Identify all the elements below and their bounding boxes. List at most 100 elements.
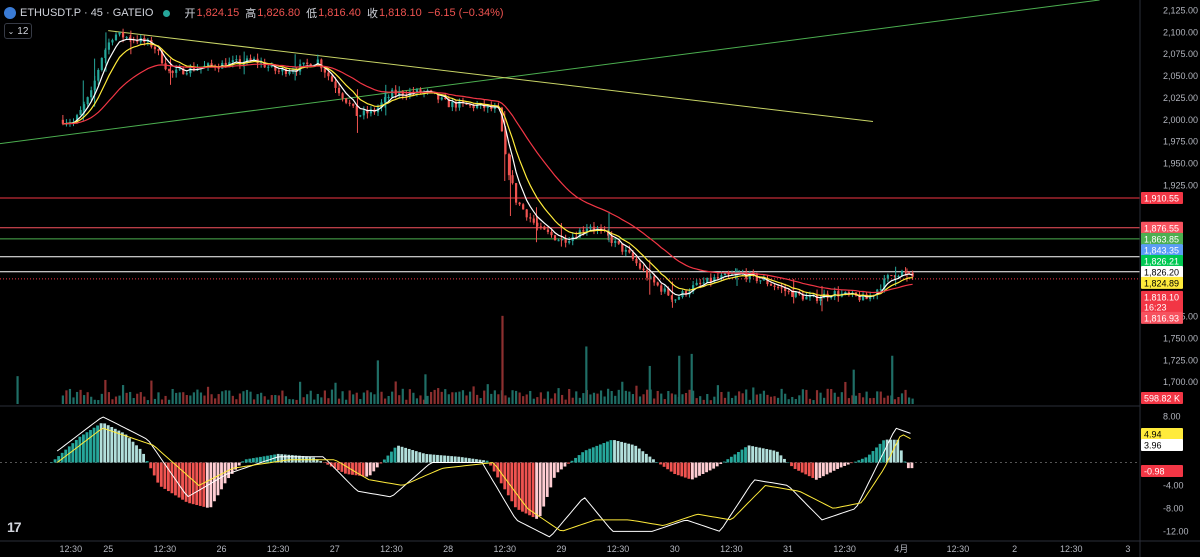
volume-last-tag: 598.82 K: [1144, 394, 1180, 404]
volume-bar: [83, 395, 86, 404]
volume-bar: [458, 391, 461, 404]
macd-tag-bg: [1141, 428, 1183, 440]
macd-histogram-bar: [669, 462, 673, 472]
macd-histogram-bar: [159, 462, 163, 487]
volume-bar: [284, 396, 288, 404]
candle-body: [107, 42, 111, 50]
volume-bar: [798, 395, 801, 404]
volume-bar: [709, 400, 712, 404]
volume-bar: [713, 396, 716, 404]
candle-body: [90, 90, 93, 98]
market-status-icon: [163, 9, 171, 17]
volume-bar: [812, 400, 815, 404]
volume-bar: [550, 398, 553, 404]
volume-bar: [699, 396, 702, 404]
macd-histogram-bar: [889, 439, 893, 463]
macd-histogram-bar: [496, 462, 500, 478]
macd-histogram-bar: [138, 448, 142, 463]
macd-histogram-bar: [471, 458, 475, 463]
macd-histogram-bar: [690, 462, 694, 480]
macd-histogram-bar: [751, 446, 755, 463]
macd-tag: 4.94: [1144, 430, 1162, 440]
macd-histogram-bar: [783, 458, 786, 463]
candle-body: [210, 63, 213, 66]
time-tick-label: 12:30: [947, 544, 970, 554]
time-tick-label: 12:30: [154, 544, 177, 554]
volume-spike-bar: [501, 315, 504, 404]
candle-body: [327, 72, 330, 77]
volume-bar: [260, 392, 263, 404]
volume-bar: [391, 391, 394, 404]
volume-bar: [716, 385, 719, 404]
candle-body: [536, 222, 539, 227]
candle-body: [525, 209, 528, 218]
macd-histogram-bar: [513, 462, 517, 508]
candle-body: [504, 131, 507, 155]
price-tick-label: 1,700.00: [1163, 377, 1198, 387]
symbol-title[interactable]: ETHUSDT.P · 45 · GATEIO: [20, 7, 154, 19]
candle-body: [589, 226, 592, 229]
candle-body: [897, 275, 900, 278]
macd-histogram-bar: [475, 459, 478, 463]
legend-header: ETHUSDT.P · 45 · GATEIO 开 1,824.15 高 1,826…: [4, 5, 504, 21]
trendlines[interactable]: [0, 0, 1100, 145]
candle-body: [861, 294, 865, 301]
volume-bar: [214, 398, 217, 404]
macd-histogram-bar: [92, 427, 96, 463]
time-tick-label: 12:30: [267, 544, 290, 554]
candle-body: [550, 231, 553, 236]
candle-body: [104, 49, 107, 58]
candle-body: [766, 278, 769, 285]
price-scale-tag: 1,826.21: [1144, 257, 1179, 267]
price-scale-tag-bg: [1141, 276, 1183, 289]
price-tick-label: 2,050.00: [1163, 71, 1198, 81]
volume-bar: [861, 397, 865, 404]
candle-body: [801, 294, 804, 300]
candle-body: [164, 63, 167, 70]
price-scale-tag: 1,876.55: [1144, 223, 1179, 233]
price-tick-label: 2,125.00: [1163, 5, 1198, 15]
volume-bar: [723, 397, 727, 404]
macd-histogram-bar: [510, 462, 514, 502]
volume-bar: [748, 399, 751, 404]
volume-bar: [210, 394, 213, 404]
volume-bar: [624, 390, 627, 404]
macd-histogram-bar: [853, 461, 857, 463]
macd-histogram-bar: [892, 439, 896, 463]
volume-bar: [61, 395, 64, 404]
macd-histogram-bar: [747, 445, 751, 463]
candle-body: [100, 57, 103, 70]
indicator-collapse-toggle[interactable]: ⌄ 12: [4, 23, 32, 39]
macd-histogram-bar: [379, 462, 383, 464]
time-tick-label: 28: [443, 544, 453, 554]
volume-bar: [638, 396, 642, 404]
volume-bar: [642, 394, 645, 404]
macd-histogram-bar: [340, 462, 344, 472]
macd-histogram-bar: [846, 462, 850, 465]
volume-bar: [189, 395, 192, 404]
volume-bar: [68, 388, 72, 404]
volume-bar: [692, 390, 695, 404]
volume-bar: [228, 390, 231, 404]
horizontal-levels[interactable]: [0, 197, 1140, 280]
time-tick-label: 3: [1125, 544, 1130, 554]
macd-histogram-bar: [655, 461, 659, 463]
macd-histogram-bar: [74, 439, 78, 463]
candle-body: [780, 287, 783, 289]
candle-body: [557, 240, 560, 242]
tradingview-logo-icon[interactable]: 17: [7, 519, 22, 535]
macd-histogram-bar: [623, 442, 627, 463]
macd-histogram-bar: [365, 462, 369, 477]
macd-histogram-bar: [705, 462, 708, 473]
volume-bar: [97, 400, 100, 404]
candle-body: [713, 277, 716, 282]
candle-body: [546, 229, 550, 232]
macd-histogram-bar: [124, 434, 128, 463]
price-scale-tag-bg: [1141, 232, 1183, 245]
candle-body: [160, 50, 164, 64]
candle-body: [79, 109, 82, 116]
macd-pane: [0, 416, 1140, 538]
macd-histogram-bar: [737, 452, 740, 463]
volume-bar: [355, 392, 358, 404]
